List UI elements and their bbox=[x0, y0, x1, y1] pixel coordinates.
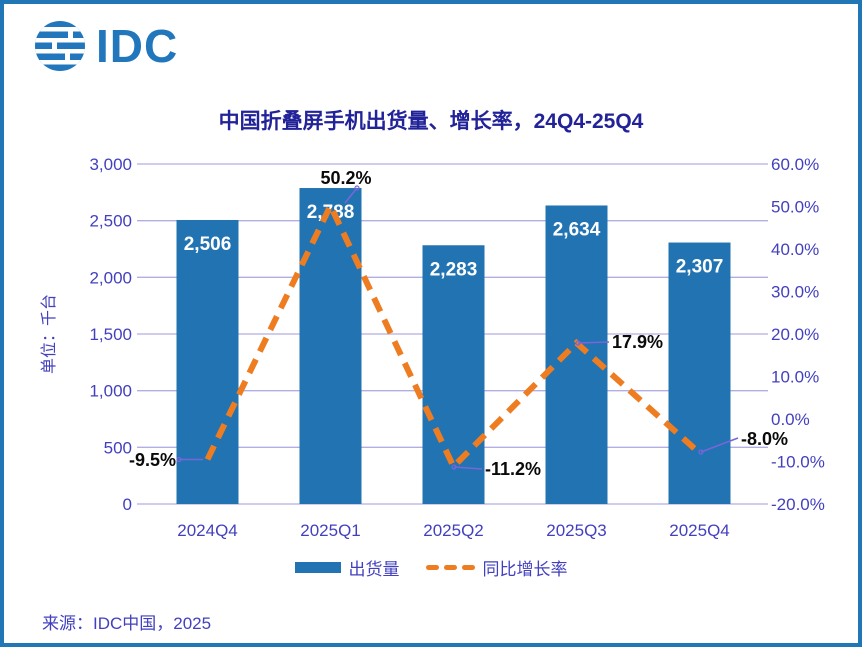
bar bbox=[176, 219, 239, 504]
legend-item-growth: 同比增长率 bbox=[425, 555, 568, 580]
bar bbox=[299, 188, 362, 504]
idc-logo: IDC bbox=[32, 18, 178, 74]
chart-title: 中国折叠屏手机出货量、增长率，24Q4-25Q4 bbox=[218, 110, 644, 133]
leader-dot bbox=[698, 449, 704, 455]
line-point-label: -8.0% bbox=[741, 429, 788, 449]
left-axis-title: 单位：千台 bbox=[40, 294, 58, 374]
left-axis-tick-label: 2,000 bbox=[89, 268, 132, 287]
right-axis-tick-label: -20.0% bbox=[771, 495, 825, 514]
source-note: 来源：IDC中国，2025 bbox=[42, 614, 212, 633]
line-point-label: 17.9% bbox=[612, 332, 663, 352]
leader-line bbox=[700, 437, 739, 453]
line-point-label: -11.2% bbox=[485, 459, 541, 479]
right-axis-tick-label: 0.0% bbox=[771, 410, 810, 429]
left-axis-tick-label: 2,500 bbox=[89, 212, 132, 231]
leader-dot bbox=[451, 464, 457, 470]
bar-series-swatch bbox=[294, 562, 341, 573]
bar bbox=[668, 242, 731, 505]
combo-chart: 0 500 1,000 1,500 2,000 2,500 3,000 -20.0% -10.0… bbox=[40, 155, 825, 540]
left-axis-tick-label: 3,000 bbox=[89, 155, 132, 174]
chart-legend: 出货量 同比增长率 bbox=[4, 555, 858, 580]
right-axis-tick-label: 10.0% bbox=[771, 368, 819, 387]
x-axis-label: 2025Q2 bbox=[423, 521, 484, 540]
left-axis-tick-label: 0 bbox=[123, 495, 132, 514]
right-axis-tick-label: 60.0% bbox=[771, 155, 819, 174]
leader-line bbox=[344, 187, 358, 204]
line-point-label: 50.2% bbox=[320, 168, 371, 188]
legend-label-growth: 同比增长率 bbox=[482, 560, 568, 579]
growth-line bbox=[204, 198, 702, 472]
idc-logo-text: IDC bbox=[96, 20, 179, 72]
leader-dot bbox=[354, 185, 360, 191]
leader-line bbox=[453, 466, 483, 470]
line-point-label: -9.5% bbox=[129, 450, 176, 470]
x-axis-label: 2025Q3 bbox=[546, 521, 607, 540]
x-axis-label: 2025Q1 bbox=[300, 521, 361, 540]
x-axis-label: 2025Q4 bbox=[669, 521, 730, 540]
right-axis-tick-label: 40.0% bbox=[771, 240, 819, 259]
leader-line bbox=[577, 341, 610, 344]
leader-dot bbox=[176, 456, 182, 463]
leader-dot bbox=[575, 340, 581, 346]
bar-value-label: 2,307 bbox=[676, 257, 724, 278]
right-axis-tick-label: 20.0% bbox=[771, 325, 819, 344]
bar-value-label: 2,506 bbox=[184, 234, 232, 255]
legend-item-shipments: 出货量 bbox=[294, 555, 400, 580]
right-axis-tick-label: 50.0% bbox=[771, 198, 819, 217]
bar bbox=[545, 205, 608, 505]
left-axis-tick-label: 500 bbox=[104, 438, 132, 457]
left-axis-tick-label: 1,000 bbox=[89, 382, 132, 401]
left-axis-tick-label: 1,500 bbox=[89, 325, 132, 344]
bar-value-label: 2,283 bbox=[430, 259, 478, 280]
legend-label-shipments: 出货量 bbox=[348, 560, 400, 579]
line-series-swatch bbox=[425, 565, 475, 570]
bar-value-label: 2,634 bbox=[553, 219, 601, 240]
idc-logo-globe-icon bbox=[35, 21, 85, 71]
right-axis-tick-label: -10.0% bbox=[771, 453, 825, 472]
x-axis-label: 2024Q4 bbox=[177, 521, 238, 540]
right-axis-tick-label: 30.0% bbox=[771, 283, 819, 302]
